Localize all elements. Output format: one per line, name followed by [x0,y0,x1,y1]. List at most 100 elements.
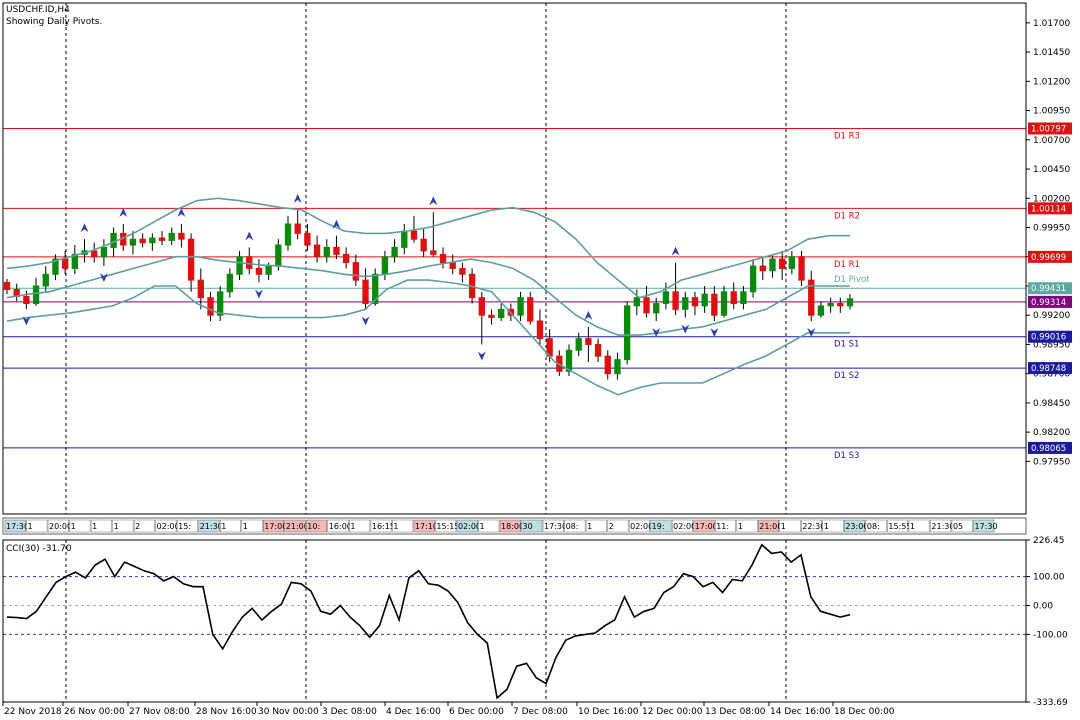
candle-body [788,256,796,269]
session-box [370,519,392,533]
candle-body [23,296,30,305]
session-label: 1 [781,522,786,531]
candle-body [91,250,98,258]
x-axis-label: 26 Nov 00:00 [64,707,125,717]
candle-body [352,262,359,281]
session-label: 15:15 [436,522,459,531]
session-box [435,519,457,533]
candle-body [604,355,611,375]
price-axis-label: 1.00950 [1033,107,1070,117]
candle-body [701,293,708,307]
session-box [112,519,134,533]
candle-body [323,246,330,258]
candle-body [197,279,204,299]
session-label: 02:00 [630,522,653,531]
candle-body [740,291,747,305]
session-label: 1 [71,522,76,531]
pivot-price-box [1028,295,1072,308]
session-label: 1 [28,522,33,531]
candle-body [178,232,185,240]
session-box [930,519,952,533]
session-label: 17:30 [6,522,29,531]
candle-body [149,237,156,244]
price-axis-label: 1.00700 [1033,136,1070,146]
session-label: 1 [824,522,829,531]
session-box [69,519,91,533]
candle-body [730,291,737,305]
price-axis-label: 0.99950 [1033,224,1070,234]
cci-panel [6,543,851,700]
x-axis-label: 4 Dec 16:00 [386,707,441,717]
pivot-price-box [1028,282,1072,295]
fractal-up-marker [584,310,593,320]
candle-body [342,253,350,264]
x-axis-label: 22 Nov 2018 [4,707,62,717]
fractal-up-marker [119,208,128,218]
session-box [413,519,435,533]
fractal-up-marker [245,231,254,241]
price-axis-label: 1.01200 [1033,77,1070,87]
session-box [801,519,823,533]
session-box [26,519,48,533]
session-box [521,519,543,533]
candle-body [614,359,621,375]
candle-body [294,223,301,234]
pivot-price-box [1028,250,1072,263]
pivot-label: D1 R3 [834,131,860,141]
session-box [155,519,177,533]
session-label: 21:30 [931,522,954,531]
fractal-up-marker [80,223,89,233]
price-axis-label: 0.98450 [1033,399,1070,409]
session-label: 08: [566,522,579,531]
session-box [220,519,241,533]
candle-body [236,256,243,275]
candle-body [711,293,718,316]
price-axis-label: 1.00200 [1033,194,1070,204]
session-label: 11: [716,522,729,531]
session-label: 1 [393,522,398,531]
candle-body [410,230,418,240]
candle-body [769,258,776,272]
price-axis-label: 0.98950 [1033,340,1070,350]
candle-body [720,291,728,316]
session-label: 05 [953,522,963,531]
pivot-price-box [1028,122,1072,135]
session-label: 17:00 [264,522,287,531]
session-label: 02:00 [157,522,180,531]
session-box [241,519,263,533]
session-box [822,519,844,533]
session-label: 17:10 [415,522,438,531]
cci-axis-label: -333.69 [1033,698,1068,708]
session-box [908,519,930,533]
bollinger-middle-line [6,255,850,336]
candle-body [207,297,214,316]
price-axis-label: 1.00450 [1033,165,1070,175]
x-axis-label: 3 Dec 08:00 [322,707,377,717]
price-axis-label: 1.01450 [1033,48,1070,58]
session-box [865,519,887,533]
bollinger-lower-line [6,279,850,396]
session-label: 1 [587,522,592,531]
pivot-price-label: 0.99699 [1031,253,1066,263]
session-box [47,519,69,533]
session-label: 17:00 [695,522,718,531]
pivot-price-box [1028,441,1072,454]
fractal-up-marker [671,246,680,256]
session-label: 30 [523,522,533,531]
session-box [392,519,414,533]
session-label: 17:30 [974,522,997,531]
session-box [284,519,306,533]
bollinger-upper-line [6,197,850,299]
session-box [198,519,220,533]
session-box [499,519,521,533]
session-label: 2 [609,522,614,531]
session-box [456,519,478,533]
candle-body [61,258,69,269]
price-axis-label: 0.99200 [1033,311,1070,321]
session-label: 16:00 [329,522,352,531]
pivot-label: D1 S2 [834,371,859,381]
pivot-price-label: 1.00114 [1031,204,1066,214]
candle-body [158,237,166,241]
candle-body [284,223,292,246]
